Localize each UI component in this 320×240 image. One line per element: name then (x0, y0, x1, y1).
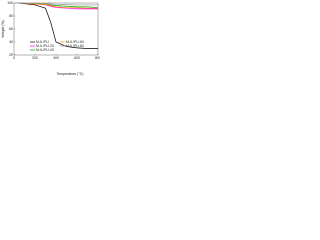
legend-label: M-IL/PU-80 (66, 44, 84, 48)
y-tick-label: 100 (7, 1, 13, 5)
y-axis-label: Weight (%) (1, 20, 5, 37)
legend-label: M-IL/PU (36, 40, 49, 44)
x-tick-label: 800 (95, 56, 100, 60)
legend-label: M-IL/PU-20 (36, 44, 54, 48)
y-tick-label: 60 (9, 27, 13, 31)
data-line (17, 2, 98, 9)
legend-label: M-IL/PU-40 (36, 48, 54, 52)
chart: Weight (%) Temperature (°C) 20 40 60 80 100 0… (1, 1, 101, 76)
y-tick-label: 40 (9, 40, 13, 44)
x-tick-label: 0 (13, 56, 15, 60)
legend-label: M-IL/PU-60 (66, 40, 84, 44)
x-tick-label: 600 (74, 56, 80, 60)
x-tick-label: 400 (53, 56, 59, 60)
y-tick-label: 80 (9, 14, 13, 18)
data-line (17, 2, 98, 6)
x-axis-label: Temperature (°C) (57, 72, 84, 76)
y-tick-label: 20 (9, 53, 13, 57)
x-tick-label: 200 (32, 56, 38, 60)
plot-frame (13, 2, 99, 56)
data-line (17, 2, 98, 49)
